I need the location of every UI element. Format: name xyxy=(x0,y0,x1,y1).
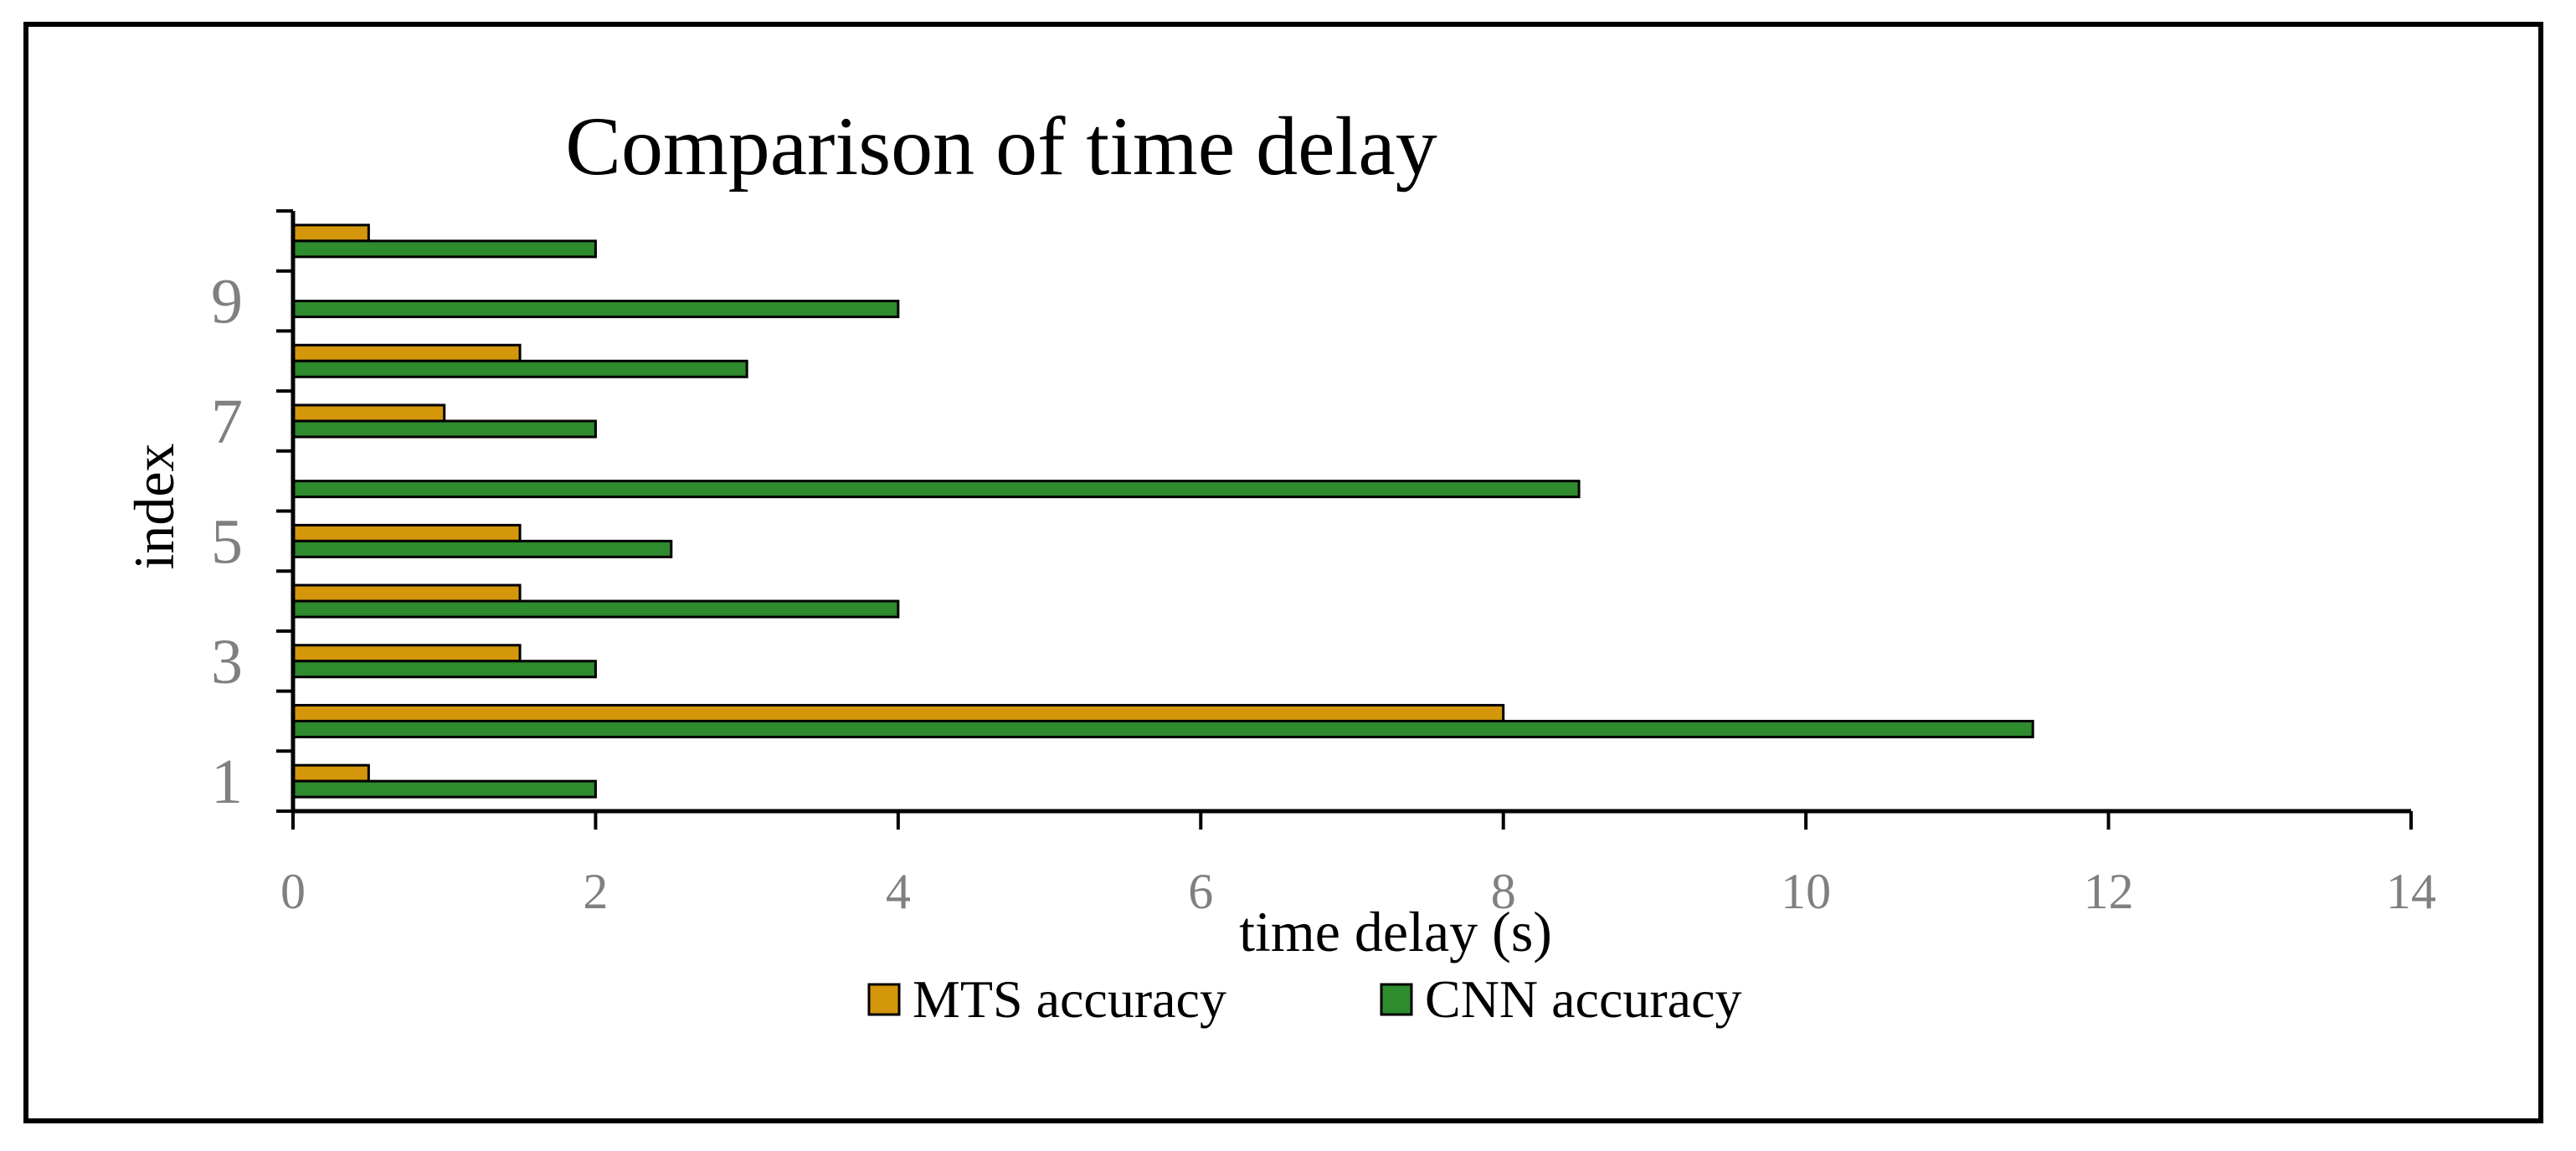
legend: MTS accuracy CNN accuracy xyxy=(867,969,1741,1029)
chart-frame xyxy=(23,22,2543,1123)
bar-cnn-9 xyxy=(291,300,900,319)
bar-mts-2 xyxy=(291,703,1505,722)
x-tick-label: 4 xyxy=(886,864,911,919)
bars-group xyxy=(291,224,2034,799)
bar-mts-4 xyxy=(291,583,522,603)
y-tick-label: 3 xyxy=(211,627,243,697)
y-tick-label: 1 xyxy=(211,747,243,817)
y-tick-label: 5 xyxy=(211,506,243,577)
x-axis-title: time delay (s) xyxy=(1239,900,1552,963)
x-tick-label: 6 xyxy=(1188,864,1213,919)
bar-cnn-4 xyxy=(291,599,900,619)
y-tick-label: 7 xyxy=(211,387,243,457)
bar-cnn-5 xyxy=(291,539,673,558)
bar-mts-7 xyxy=(291,403,446,423)
bar-mts-1 xyxy=(291,763,370,783)
bar-mts-3 xyxy=(291,644,522,663)
y-tick-label: 9 xyxy=(211,267,243,337)
chart-title: Comparison of time delay xyxy=(565,100,1437,193)
x-tick-label: 2 xyxy=(583,864,608,919)
y-axis-title: index xyxy=(122,443,186,569)
bar-mts-5 xyxy=(291,523,522,542)
legend-label-cnn: CNN accuracy xyxy=(1425,969,1741,1029)
x-tick-label: 0 xyxy=(280,864,306,919)
bar-cnn-6 xyxy=(291,480,1581,499)
x-tick-label: 14 xyxy=(2386,864,2436,919)
legend-swatch-cnn xyxy=(1380,983,1413,1016)
bar-cnn-1 xyxy=(291,779,597,799)
bar-cnn-10 xyxy=(291,239,597,259)
bar-cnn-7 xyxy=(291,419,597,439)
y-ticks-group: 1 3 5 7 9 xyxy=(211,209,293,817)
bar-mts-10 xyxy=(291,224,370,243)
bar-cnn-2 xyxy=(291,719,2034,738)
bar-mts-8 xyxy=(291,343,522,362)
x-tick-label: 12 xyxy=(2084,864,2134,919)
bar-cnn-8 xyxy=(291,359,748,378)
x-tick-label: 8 xyxy=(1491,864,1516,919)
bar-cnn-3 xyxy=(291,660,597,679)
x-ticks-group: 0 2 4 6 8 10 12 14 xyxy=(280,811,2436,919)
legend-label-mts: MTS accuracy xyxy=(913,969,1226,1029)
x-tick-label: 10 xyxy=(1781,864,1831,919)
legend-swatch-mts xyxy=(867,983,901,1016)
